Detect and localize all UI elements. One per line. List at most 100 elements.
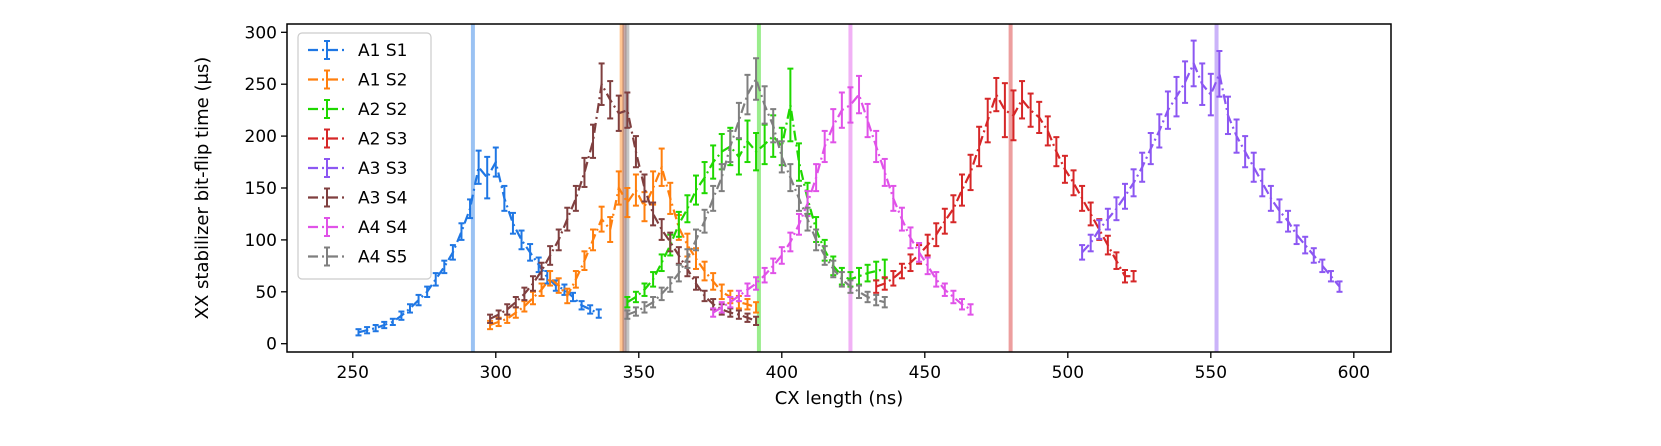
- data-point: [778, 140, 785, 174]
- data-point: [501, 184, 508, 212]
- data-point: [484, 155, 491, 200]
- series-layer: [355, 39, 1343, 337]
- data-point: [1319, 258, 1326, 274]
- legend-label: A4 S4: [358, 218, 407, 238]
- data-point: [615, 170, 622, 206]
- data-point: [813, 228, 820, 252]
- data-point: [727, 129, 734, 164]
- data-point: [761, 85, 768, 125]
- data-point: [364, 326, 371, 335]
- legend-entry: A2 S2: [308, 99, 407, 120]
- y-tick-label: 50: [255, 283, 277, 303]
- data-point: [984, 97, 991, 144]
- data-point: [641, 301, 648, 314]
- data-point: [718, 283, 725, 301]
- x-tick-label: 350: [623, 363, 655, 383]
- data-point: [753, 57, 760, 101]
- data-point: [624, 187, 631, 219]
- series-0: [355, 146, 602, 337]
- data-point: [1079, 244, 1086, 261]
- data-point: [581, 250, 588, 271]
- data-point: [578, 300, 585, 311]
- data-point: [504, 313, 511, 324]
- series-7: [624, 57, 888, 320]
- data-point: [641, 173, 648, 203]
- data-point: [735, 138, 742, 176]
- data-point: [941, 207, 948, 235]
- legend-box: [297, 32, 432, 280]
- data-point: [624, 91, 631, 129]
- y-tick-label: 100: [245, 231, 277, 251]
- data-point: [753, 301, 760, 314]
- data-point: [684, 248, 691, 269]
- data-point: [555, 228, 562, 252]
- series-line-5: [489, 80, 757, 322]
- x-tick-label: 600: [1338, 363, 1370, 383]
- data-point: [821, 245, 828, 266]
- data-point: [449, 244, 456, 261]
- y-axis-ticks: 0 50 100 150 200 250 300: [245, 23, 287, 355]
- data-point: [890, 184, 897, 212]
- data-point: [1207, 72, 1214, 117]
- data-point: [898, 206, 905, 232]
- data-point: [667, 276, 674, 293]
- data-point: [1096, 219, 1103, 240]
- data-point: [873, 129, 880, 164]
- data-point: [847, 279, 854, 294]
- data-point: [735, 289, 742, 303]
- data-point: [675, 246, 682, 265]
- data-point: [529, 290, 536, 306]
- data-point: [1164, 90, 1171, 130]
- data-point: [1113, 251, 1120, 270]
- data-point: [1302, 235, 1309, 255]
- data-point: [924, 233, 931, 257]
- data-point: [1224, 95, 1231, 136]
- data-point: [933, 271, 940, 288]
- data-point: [950, 194, 957, 224]
- data-point: [701, 260, 708, 282]
- data-point: [1070, 169, 1077, 197]
- data-point: [667, 181, 674, 215]
- data-point: [933, 222, 940, 248]
- series-line-0: [358, 159, 600, 334]
- data-point: [718, 163, 725, 193]
- data-point: [753, 276, 760, 291]
- data-point: [641, 282, 648, 297]
- data-point: [787, 67, 794, 143]
- data-point: [624, 309, 631, 320]
- data-point: [424, 285, 431, 298]
- data-point: [856, 284, 863, 300]
- data-point: [495, 309, 502, 320]
- data-point: [650, 295, 657, 309]
- data-point: [467, 198, 474, 220]
- data-point: [1216, 49, 1223, 98]
- data-point: [916, 242, 923, 263]
- legend-label: A1 S2: [358, 71, 407, 91]
- data-point: [667, 231, 674, 253]
- data-point: [595, 308, 602, 319]
- data-point: [1087, 201, 1094, 227]
- data-point: [881, 276, 888, 291]
- series-1: [487, 147, 760, 331]
- legend-label: A2 S3: [358, 130, 407, 150]
- data-point: [658, 147, 665, 187]
- data-point: [632, 290, 639, 304]
- data-point: [692, 228, 699, 252]
- data-point: [492, 146, 499, 178]
- data-point: [692, 247, 699, 270]
- data-point: [1001, 82, 1008, 139]
- data-point: [632, 173, 639, 207]
- data-point: [650, 170, 657, 206]
- data-point: [1104, 234, 1111, 256]
- data-point: [761, 266, 768, 284]
- data-point: [381, 320, 388, 330]
- legend-label: A3 S3: [358, 159, 407, 179]
- data-point: [607, 216, 614, 243]
- data-point: [753, 131, 760, 172]
- data-point: [813, 163, 820, 193]
- legend-entry: A3 S3: [308, 158, 407, 179]
- data-point: [675, 210, 682, 238]
- data-point: [572, 270, 579, 289]
- data-point: [590, 228, 597, 252]
- plot-frame: [286, 23, 1392, 353]
